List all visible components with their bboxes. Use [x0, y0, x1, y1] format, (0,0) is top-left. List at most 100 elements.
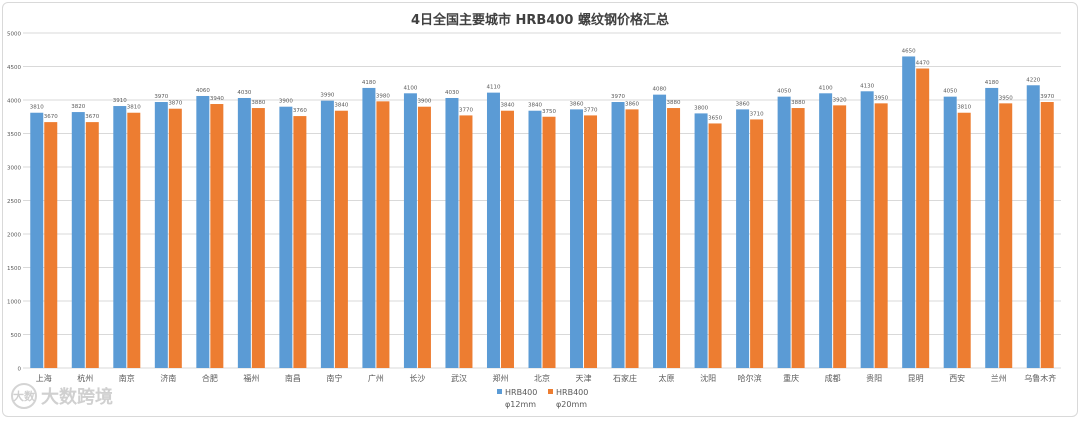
data-label: 3770: [584, 107, 598, 113]
x-tick-label: 杭州: [77, 373, 93, 383]
bar: [570, 109, 584, 368]
x-tick-label: 广州: [368, 373, 384, 383]
bar: [44, 122, 58, 368]
bar: [708, 123, 722, 368]
x-tick-label: 太原: [659, 373, 675, 383]
bar: [403, 93, 417, 369]
data-label: 3880: [251, 100, 265, 106]
chart-title: 4日全国主要城市 HRB400 螺纹钢价格汇总: [410, 13, 670, 28]
bar: [653, 94, 667, 368]
data-label: 3710: [750, 111, 764, 117]
x-tick-label: 济南: [160, 373, 176, 383]
bar: [486, 92, 500, 368]
x-tick-label: 成都: [825, 373, 841, 383]
x-tick-label: 合肥: [202, 373, 218, 383]
data-label: 3860: [625, 101, 639, 107]
x-tick-label: 哈尔滨: [738, 373, 762, 383]
data-label: 4220: [1026, 77, 1040, 83]
y-tick-label: 1500: [7, 266, 21, 272]
bar: [874, 103, 888, 368]
x-tick-label: 兰州: [991, 373, 1007, 383]
data-label: 3770: [459, 107, 473, 113]
y-tick-label: 3500: [7, 132, 21, 138]
x-tick-label: 武汉: [451, 373, 467, 383]
x-tick-label: 乌鲁木齐: [1024, 373, 1056, 383]
data-label: 3970: [1040, 94, 1054, 100]
bar-chart: 0 500 1000 1500 2000 2500 3000 3500 4000 4500 5000…: [7, 32, 1061, 409]
bar: [376, 101, 390, 368]
x-tick-label: 贵阳: [866, 373, 882, 383]
y-tick-label: 500: [11, 333, 22, 339]
bar: [916, 68, 930, 368]
bar: [237, 97, 251, 369]
data-label: 3650: [708, 115, 722, 121]
brand-logo-text: 大数: [13, 390, 35, 403]
bar: [459, 115, 473, 368]
data-label: 3870: [168, 101, 182, 107]
bar: [819, 93, 833, 369]
bar: [736, 109, 750, 368]
y-tick-label: 4000: [7, 99, 21, 105]
x-tick-label: 福州: [243, 374, 259, 383]
legend-label: φ20mm: [556, 400, 587, 409]
legend-label: HRB400: [556, 388, 588, 397]
bar: [196, 95, 210, 368]
bar: [777, 96, 791, 369]
brand-logo-icon: 大数: [11, 383, 37, 409]
x-tick-label: 西安: [949, 373, 965, 383]
data-label: 4030: [445, 90, 459, 96]
x-tick-label: 南宁: [326, 373, 342, 383]
bar: [85, 122, 99, 368]
y-tick-label: 2500: [7, 199, 21, 205]
data-label: 4470: [916, 61, 930, 67]
data-label: 3970: [611, 94, 625, 100]
watermark: 大数 大数跨境: [11, 383, 113, 409]
data-label: 3900: [279, 99, 293, 105]
data-label: 3670: [85, 114, 99, 120]
bar: [750, 119, 764, 369]
x-tick-label: 重庆: [783, 373, 799, 383]
y-tick-label: 0: [18, 367, 22, 373]
data-label: 4050: [777, 89, 791, 95]
data-label: 4080: [653, 87, 667, 93]
bar: [293, 116, 307, 368]
bar: [334, 110, 348, 368]
data-label: 3860: [736, 101, 750, 107]
x-tick-label: 北京: [534, 373, 550, 383]
data-label: 4060: [196, 88, 210, 94]
data-label: 3800: [694, 105, 708, 111]
bar: [667, 108, 681, 368]
data-label: 3880: [667, 100, 681, 106]
data-label: 3990: [320, 93, 334, 99]
data-label: 3900: [417, 99, 431, 105]
data-label: 3860: [570, 101, 584, 107]
data-label: 3840: [528, 103, 542, 109]
bar: [113, 106, 127, 368]
data-label: 3760: [293, 108, 307, 114]
bar: [500, 110, 514, 368]
x-tick-label: 南昌: [285, 373, 301, 383]
bar: [154, 102, 168, 368]
data-label: 4130: [860, 83, 874, 89]
bar: [902, 56, 916, 368]
legend-label: φ12mm: [505, 400, 536, 409]
bar: [860, 91, 874, 368]
data-label: 3670: [44, 114, 58, 120]
data-label: 3910: [113, 98, 127, 104]
data-label: 3950: [999, 95, 1013, 101]
bar: [542, 116, 556, 368]
data-label: 4100: [403, 85, 417, 91]
data-label: 3840: [500, 103, 514, 109]
y-tick-label: 4500: [7, 65, 21, 71]
x-tick-label: 天津: [576, 373, 592, 383]
bar: [320, 100, 334, 369]
legend-swatch: [497, 389, 502, 394]
bar: [584, 115, 598, 368]
data-label: 3880: [791, 100, 805, 106]
x-tick-label: 石家庄: [613, 373, 637, 383]
data-label: 4030: [237, 90, 251, 96]
x-tick-label: 长沙: [409, 373, 425, 383]
bar: [957, 112, 971, 368]
data-label: 3810: [30, 105, 44, 111]
